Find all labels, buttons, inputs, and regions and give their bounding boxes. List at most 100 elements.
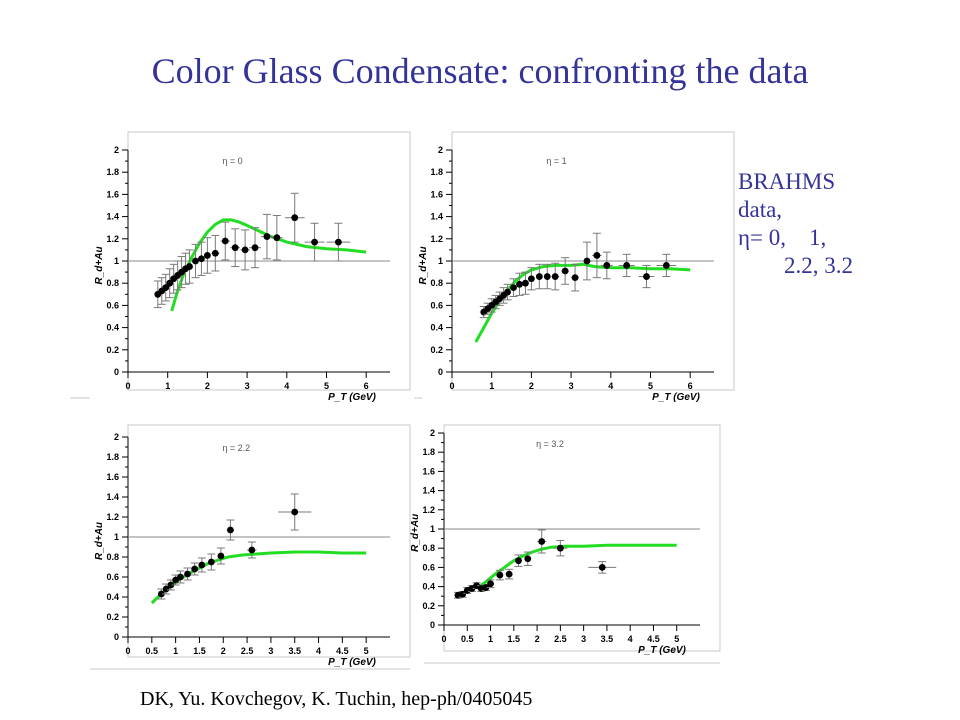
chart-panel-eta-3.2: 0 0.2 0.4 0.6 0.8 1 1.2 1.4 1.6 1.8 2 0 0.5 1 1.5 2 2.5 3… [410, 424, 721, 664]
x-tick-label: 2 [221, 646, 226, 656]
y-tick-label: 1.8 [430, 167, 443, 177]
y-tick-label: 1.4 [106, 212, 119, 222]
y-tick-label: 2 [438, 145, 443, 155]
data-point [522, 279, 529, 287]
data-point [198, 255, 205, 263]
y-tick-label: 0.8 [106, 278, 119, 288]
data-point [167, 581, 175, 589]
data-point [510, 284, 517, 292]
chart-panel-eta-0: 0 0.2 0.4 0.6 0.8 1 1.2 1.4 1.6 1.8 2 0 1 2 3 4 5 6P_T (G… [70, 131, 411, 403]
y-tick-label: 0 [430, 620, 435, 630]
data-point [291, 214, 299, 222]
data-point [207, 558, 215, 566]
x-tick-label: 3.5 [601, 634, 614, 644]
y-tick-label: 0.2 [430, 345, 443, 355]
x-tick-label: 6 [688, 381, 693, 391]
x-tick-label: 3 [245, 381, 250, 391]
x-axis-title: P_T (GeV) [638, 645, 686, 656]
x-tick-label: 5 [674, 634, 679, 644]
y-tick-label: 1 [438, 256, 443, 266]
data-point [487, 580, 494, 588]
y-tick-label: 0 [438, 367, 443, 377]
data-point [556, 544, 564, 552]
x-tick-label: 1 [489, 381, 494, 391]
data-point [177, 573, 184, 581]
x-tick-label: 2.5 [241, 646, 254, 656]
data-point [263, 233, 271, 240]
data-point [241, 246, 249, 254]
x-axis-title: P_T (GeV) [652, 392, 700, 403]
data-point [273, 234, 281, 242]
data-point [203, 252, 211, 259]
data-point [191, 565, 199, 573]
y-tick-label: 1.4 [106, 492, 119, 502]
y-tick-label: 1 [114, 256, 119, 266]
data-point [538, 538, 546, 545]
data-point [516, 280, 523, 288]
x-tick-label: 5 [364, 646, 369, 656]
data-point [535, 273, 543, 280]
y-tick-label: 1.8 [106, 167, 119, 177]
data-point [217, 552, 225, 560]
chart-panel-eta-1: 0 0.2 0.4 0.6 0.8 1 1.2 1.4 1.6 1.8 2 0 1 2 3 4 5 6P_T (G… [414, 131, 735, 403]
x-axis-title: P_T (GeV) [328, 657, 376, 668]
y-tick-label: 1.4 [430, 212, 443, 222]
side-note-line: 2.2, 3.2 [738, 253, 853, 278]
y-axis-title: R_d+Au [418, 246, 429, 284]
x-tick-label: 0.5 [461, 634, 474, 644]
x-tick-label: 1 [173, 646, 178, 656]
x-tick-label: 1 [165, 381, 170, 391]
y-tick-label: 1.6 [106, 189, 119, 199]
y-tick-label: 1 [430, 524, 435, 534]
x-tick-label: 0 [449, 381, 454, 391]
x-tick-label: 1.5 [193, 646, 206, 656]
data-point [162, 284, 170, 292]
x-tick-label: 4 [316, 646, 321, 656]
data-point [623, 262, 631, 269]
y-tick-label: 1.6 [106, 472, 119, 482]
data-point [251, 244, 259, 252]
x-tick-label: 4 [628, 634, 633, 644]
x-tick-label: 4.5 [336, 646, 349, 656]
y-tick-label: 1.2 [106, 512, 119, 522]
data-point [505, 570, 513, 578]
data-point [166, 279, 174, 287]
y-tick-label: 2 [430, 428, 435, 438]
data-point [184, 570, 191, 578]
theory-curve [170, 218, 367, 312]
data-point [527, 275, 535, 283]
citation: DK, Yu. Kovchegov, K. Tuchin, hep-ph/040… [140, 688, 533, 710]
y-tick-label: 0.8 [422, 543, 435, 553]
y-tick-label: 0 [114, 632, 119, 642]
x-tick-label: 3 [581, 634, 586, 644]
data-point [227, 526, 234, 534]
data-point [482, 584, 490, 591]
x-tick-label: 0.5 [146, 646, 159, 656]
eta-annotation: η = 0 [222, 156, 242, 166]
x-tick-label: 1 [488, 634, 493, 644]
y-tick-label: 0.2 [106, 612, 119, 622]
x-tick-label: 0 [125, 646, 130, 656]
y-tick-label: 0 [114, 367, 119, 377]
y-tick-label: 0.4 [106, 592, 119, 602]
chart-panel-eta-2.2: 0 0.2 0.4 0.6 0.8 1 1.2 1.4 1.6 1.8 2 0 0.5 1 1.5 2 2.5 3… [90, 424, 411, 670]
x-tick-label: 2.5 [554, 634, 567, 644]
data-point [248, 546, 256, 554]
slide-title: Color Glass Condensate: confronting the … [151, 51, 809, 91]
data-point [515, 557, 522, 565]
data-point [593, 252, 601, 259]
y-tick-label: 1.8 [422, 447, 435, 457]
data-point [571, 274, 579, 282]
x-tick-label: 2 [529, 381, 534, 391]
eta-annotation: η = 1 [546, 156, 566, 166]
data-point [198, 561, 206, 569]
data-point [643, 273, 650, 280]
side-note-line: BRAHMS [738, 169, 836, 194]
data-point [603, 262, 611, 269]
data-point [162, 585, 170, 593]
y-tick-label: 0.2 [106, 345, 119, 355]
y-tick-label: 1.2 [430, 234, 443, 244]
y-tick-label: 1.2 [106, 234, 119, 244]
data-point [186, 263, 193, 270]
eta-annotation: η = 3.2 [536, 439, 564, 449]
